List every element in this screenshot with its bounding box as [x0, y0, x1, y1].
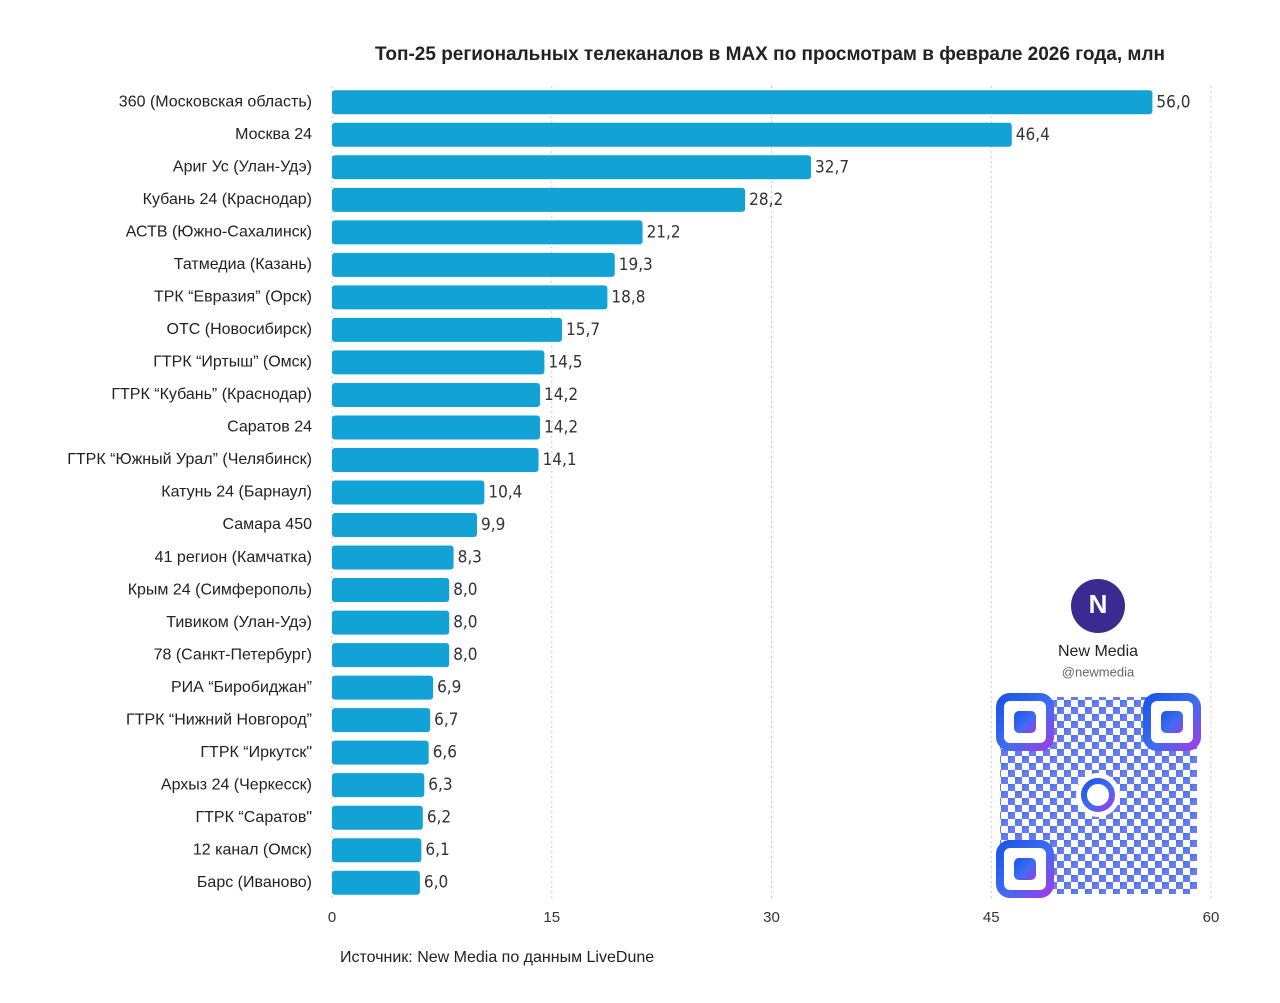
x-tick-label: 60 [1203, 909, 1220, 926]
bar [332, 252, 615, 277]
bar [332, 545, 454, 570]
qr-code [996, 693, 1201, 898]
y-tick-label: 78 (Санкт-Петербург) [154, 646, 312, 663]
bar [332, 513, 478, 538]
y-tick-label: ГТРК “Иркутск" [200, 744, 312, 761]
y-tick-label: ГТРК “Саратов" [195, 809, 312, 826]
value-label: 8,3 [458, 548, 482, 568]
y-tick-label: Тивиком (Улан-Удэ) [166, 614, 312, 631]
brand-handle: @newmedia [1062, 664, 1135, 679]
value-label: 56,0 [1156, 92, 1190, 112]
chart-title: Топ-25 региональных телеканалов в MAX по… [375, 44, 1165, 65]
value-label: 8,0 [453, 613, 477, 633]
value-label: 6,3 [428, 775, 452, 795]
y-tick-label: Барс (Иваново) [197, 874, 312, 891]
value-label: 6,9 [437, 678, 461, 698]
y-tick-label: РИА “Биробиджан” [171, 679, 312, 696]
y-tick-label: Татмедиа (Казань) [174, 256, 312, 273]
bar [332, 610, 450, 635]
plot-area: 0 15 30 45 60 360 (Московская область) 56,0 Мос… [67, 86, 1219, 926]
bar [332, 382, 541, 407]
y-tick-label: 12 канал (Омск) [193, 841, 312, 858]
x-tick-label: 30 [763, 909, 780, 926]
x-tick-label: 45 [983, 909, 1000, 926]
y-tick-label: ГТРК “Южный Урал” (Челябинск) [67, 451, 312, 468]
y-tick-label: ГТРК “Иртыш” (Омск) [153, 354, 312, 371]
y-tick-label: Саратов 24 [227, 419, 312, 436]
bar [332, 805, 423, 830]
value-label: 14,5 [548, 352, 582, 372]
value-label: 10,4 [488, 483, 522, 503]
value-label: 6,2 [427, 808, 451, 828]
value-label: 8,0 [453, 580, 477, 600]
y-tick-label: 360 (Московская область) [119, 93, 312, 110]
y-tick-label: АСТВ (Южно-Сахалинск) [126, 224, 312, 241]
brand-block: N New Media @newmedia [996, 579, 1201, 898]
bar [332, 708, 431, 733]
value-label: 46,4 [1016, 125, 1050, 145]
value-label: 6,6 [433, 743, 457, 763]
bar [332, 155, 812, 180]
value-label: 6,1 [425, 840, 449, 860]
bar [332, 415, 541, 440]
bar [332, 675, 434, 700]
y-tick-label: ГТРК “Кубань” (Краснодар) [111, 386, 312, 403]
bar [332, 480, 485, 505]
brand-logo-mark: N [1089, 589, 1108, 619]
bar [332, 187, 746, 212]
x-tick-label: 0 [328, 909, 336, 926]
value-label: 6,0 [424, 873, 448, 893]
y-tick-label: Самара 450 [223, 516, 313, 533]
value-label: 8,0 [453, 645, 477, 665]
value-label: 14,1 [543, 450, 577, 470]
bar [332, 643, 450, 668]
y-tick-label: Кубань 24 (Краснодар) [143, 191, 312, 208]
y-tick-label: ОТС (Новосибирск) [167, 321, 312, 338]
y-tick-label: Катунь 24 (Барнаул) [161, 484, 312, 501]
y-tick-label: 41 регион (Камчатка) [155, 549, 312, 566]
bar [332, 317, 563, 342]
x-tick-label: 15 [543, 909, 560, 926]
value-label: 6,7 [434, 710, 458, 730]
brand-logo [1071, 579, 1125, 633]
value-label: 28,2 [749, 190, 783, 210]
value-label: 21,2 [647, 222, 681, 242]
bar [332, 838, 422, 863]
bar [332, 870, 420, 895]
y-tick-label: ГТРК “Нижний Новгород” [126, 711, 312, 728]
value-label: 19,3 [619, 255, 653, 275]
y-tick-label: Москва 24 [235, 126, 312, 143]
bar [332, 447, 539, 472]
value-label: 14,2 [544, 385, 578, 405]
y-tick-label: Ариг Ус (Улан-Удэ) [173, 159, 312, 176]
source-note: Источник: New Media по данным LiveDune [340, 949, 654, 966]
value-label: 32,7 [815, 157, 849, 177]
bar [332, 740, 429, 765]
value-label: 18,8 [611, 287, 645, 307]
y-tick-label: Крым 24 (Симферополь) [128, 581, 312, 598]
value-label: 15,7 [566, 320, 600, 340]
value-label: 14,2 [544, 417, 578, 437]
bar [332, 285, 608, 310]
bar [332, 122, 1012, 147]
value-label: 9,9 [481, 515, 505, 535]
bar [332, 578, 450, 603]
y-tick-label: ТРК “Евразия” (Орск) [154, 289, 312, 306]
bar [332, 220, 643, 245]
bar [332, 773, 425, 798]
bar [332, 90, 1153, 115]
bar [332, 350, 545, 375]
y-tick-label: Архыз 24 (Черкесск) [161, 776, 312, 793]
brand-name: New Media [1058, 643, 1138, 660]
